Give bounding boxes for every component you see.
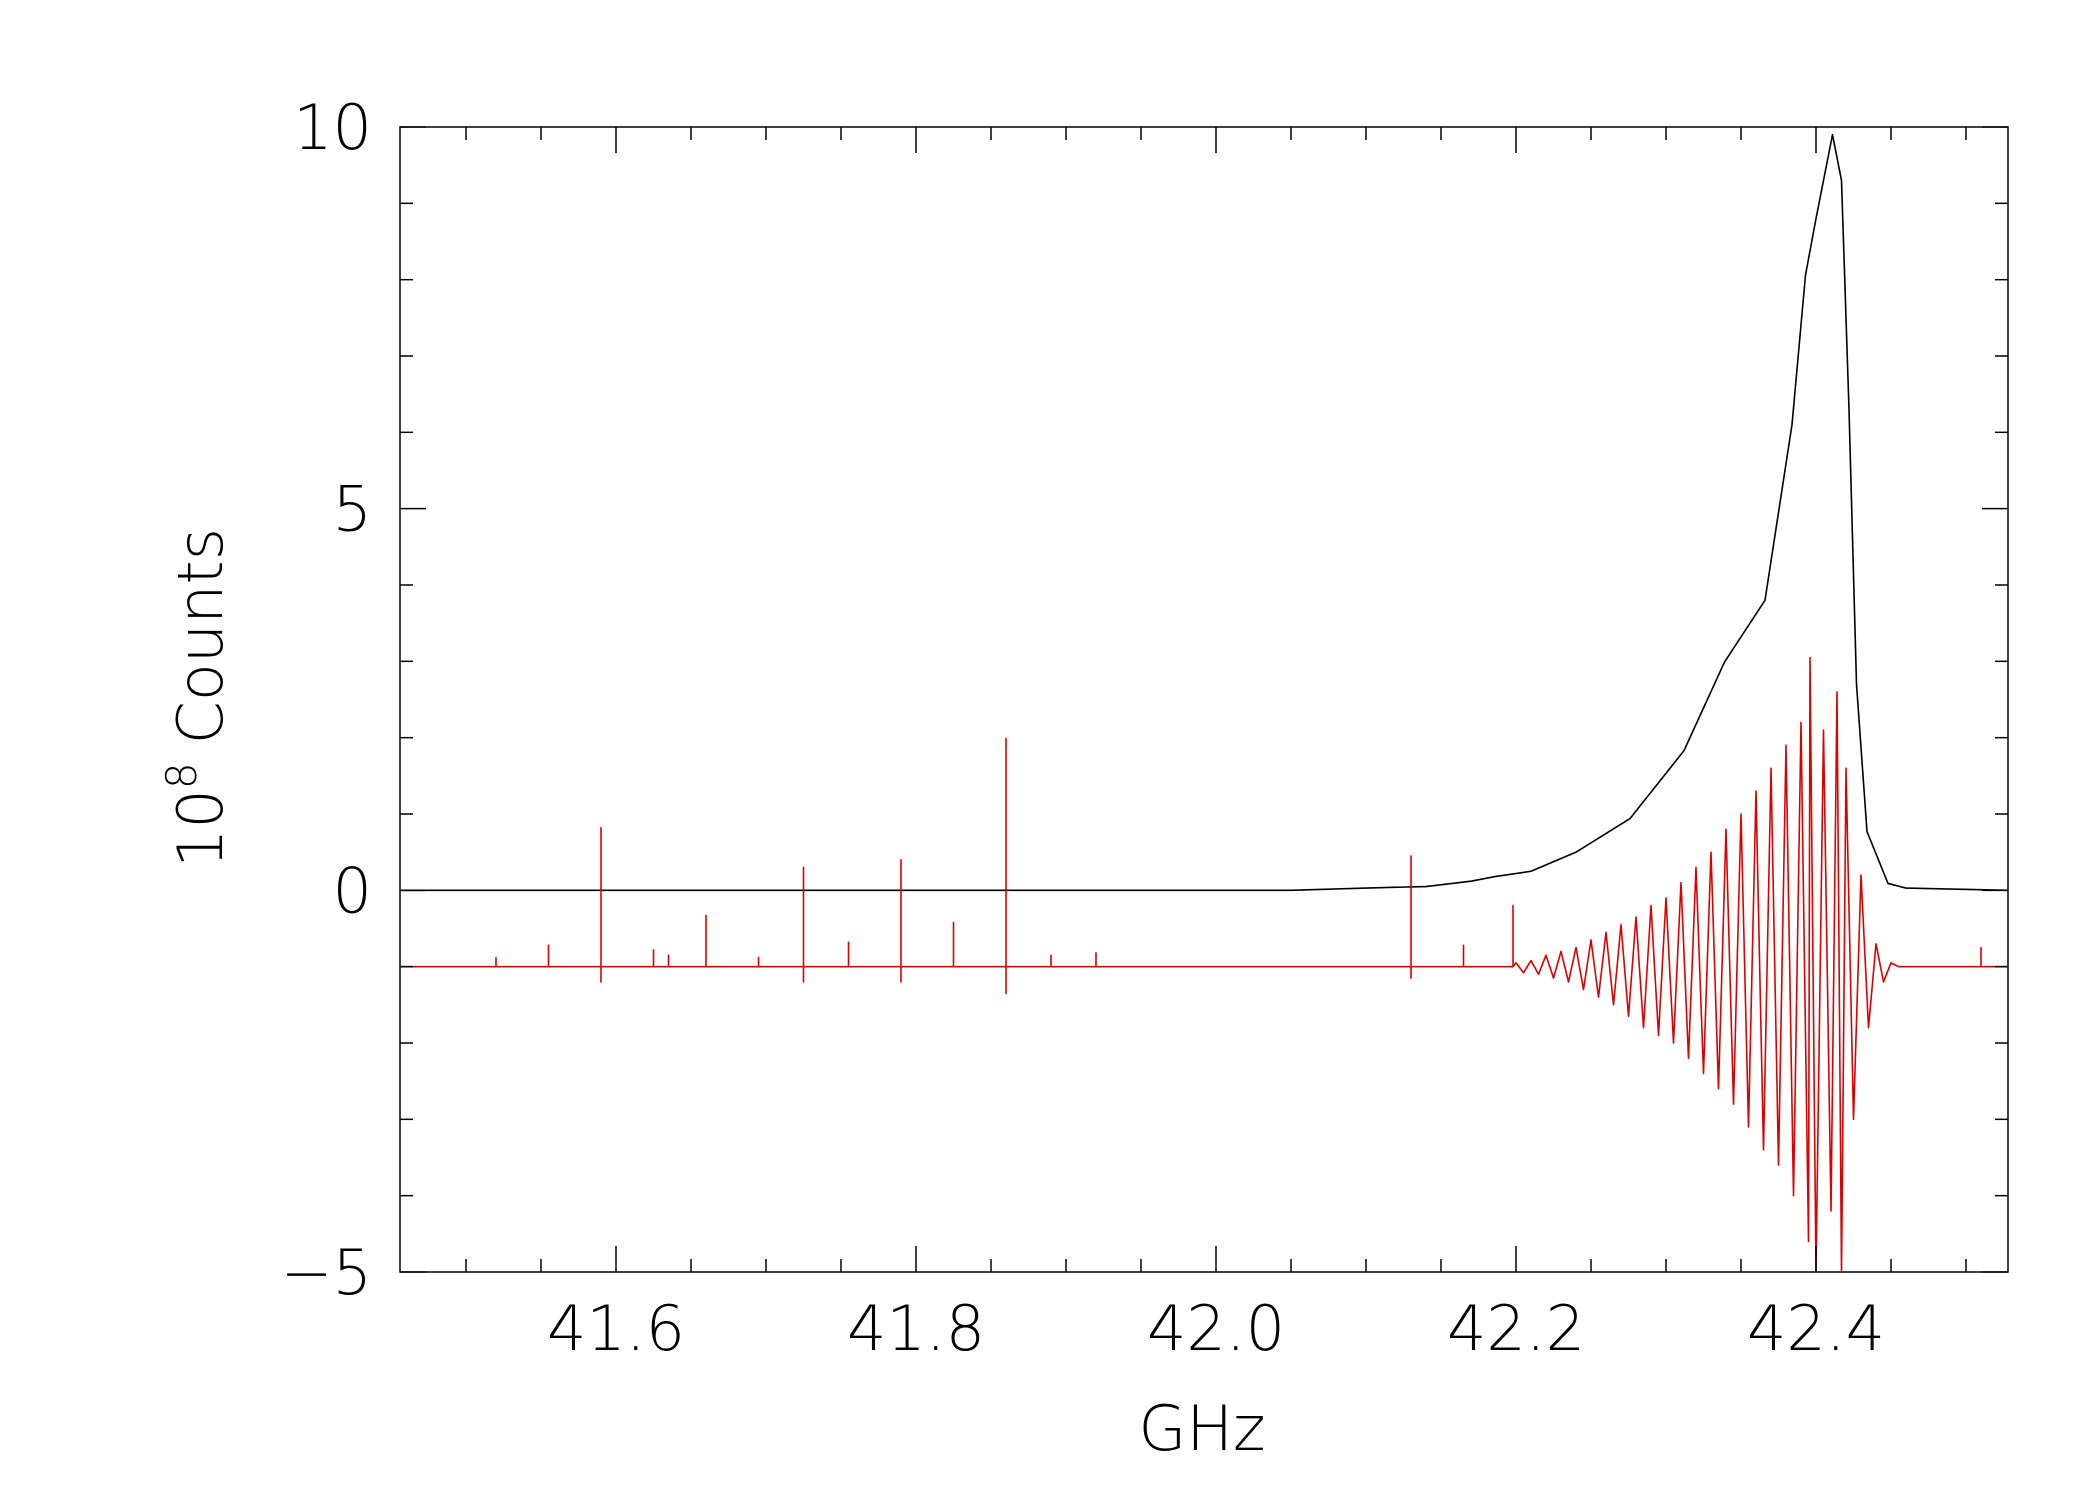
x-axis-label: GHz [1138,1392,1265,1465]
x-tick-label: 41.6 [547,1292,685,1365]
x-tick-label: 42.4 [1747,1292,1885,1365]
y-axis-label: 108 Counts [157,528,237,868]
y-label-base: 10 [164,789,237,868]
y-label-exponent: 8 [157,762,206,789]
x-tick-label: 42.0 [1147,1292,1285,1365]
series-line [400,656,2008,1272]
y-tick-label: 0 [333,854,372,927]
y-label-unit: Counts [164,528,237,744]
x-tick-label: 41.8 [847,1292,985,1365]
y-tick-label: 10 [293,91,372,164]
y-tick-label: −5 [281,1236,372,1309]
plot-frame [399,126,2009,1273]
y-tick-label: 5 [333,473,372,546]
x-tick-label: 42.2 [1447,1292,1585,1365]
series-line [400,133,2008,892]
plot-area [400,133,2008,1272]
